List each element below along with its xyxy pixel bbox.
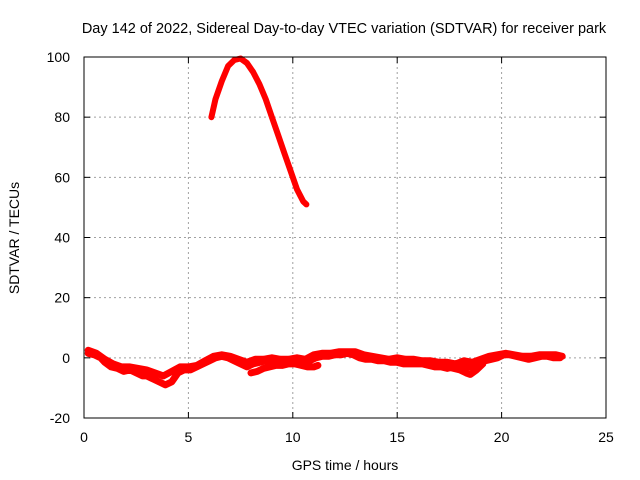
x-tick-label: 0 bbox=[80, 429, 88, 445]
grid bbox=[84, 57, 606, 418]
chart-title: Day 142 of 2022, Sidereal Day-to-day VTE… bbox=[82, 21, 607, 37]
x-axis-title: GPS time / hours bbox=[292, 457, 399, 473]
y-axis-title: SDTVAR / TECUs bbox=[6, 182, 22, 294]
y-tick-label: 0 bbox=[62, 350, 70, 366]
y-tick-label: 100 bbox=[47, 49, 71, 65]
series-line-arc-3 bbox=[247, 360, 322, 377]
y-tick-label: 60 bbox=[54, 169, 70, 185]
x-tick-label: 25 bbox=[598, 429, 614, 445]
x-tick-label: 10 bbox=[285, 429, 301, 445]
y-axis-ticks: -20 0 20 40 60 80 100 bbox=[47, 49, 606, 426]
x-tick-label: 15 bbox=[389, 429, 405, 445]
y-tick-label: 80 bbox=[54, 109, 70, 125]
y-tick-label: -20 bbox=[50, 410, 70, 426]
x-tick-label: 5 bbox=[185, 429, 193, 445]
series-line-arc-2 bbox=[208, 55, 310, 208]
data-series bbox=[84, 55, 566, 389]
series-line-arc-4 bbox=[443, 360, 487, 378]
series-line-arc-1-upper-envelope bbox=[84, 346, 566, 380]
y-tick-label: 20 bbox=[54, 290, 70, 306]
y-tick-label: 40 bbox=[54, 230, 70, 246]
x-axis-ticks: 0 5 10 15 20 25 bbox=[80, 57, 614, 445]
x-tick-label: 20 bbox=[494, 429, 510, 445]
